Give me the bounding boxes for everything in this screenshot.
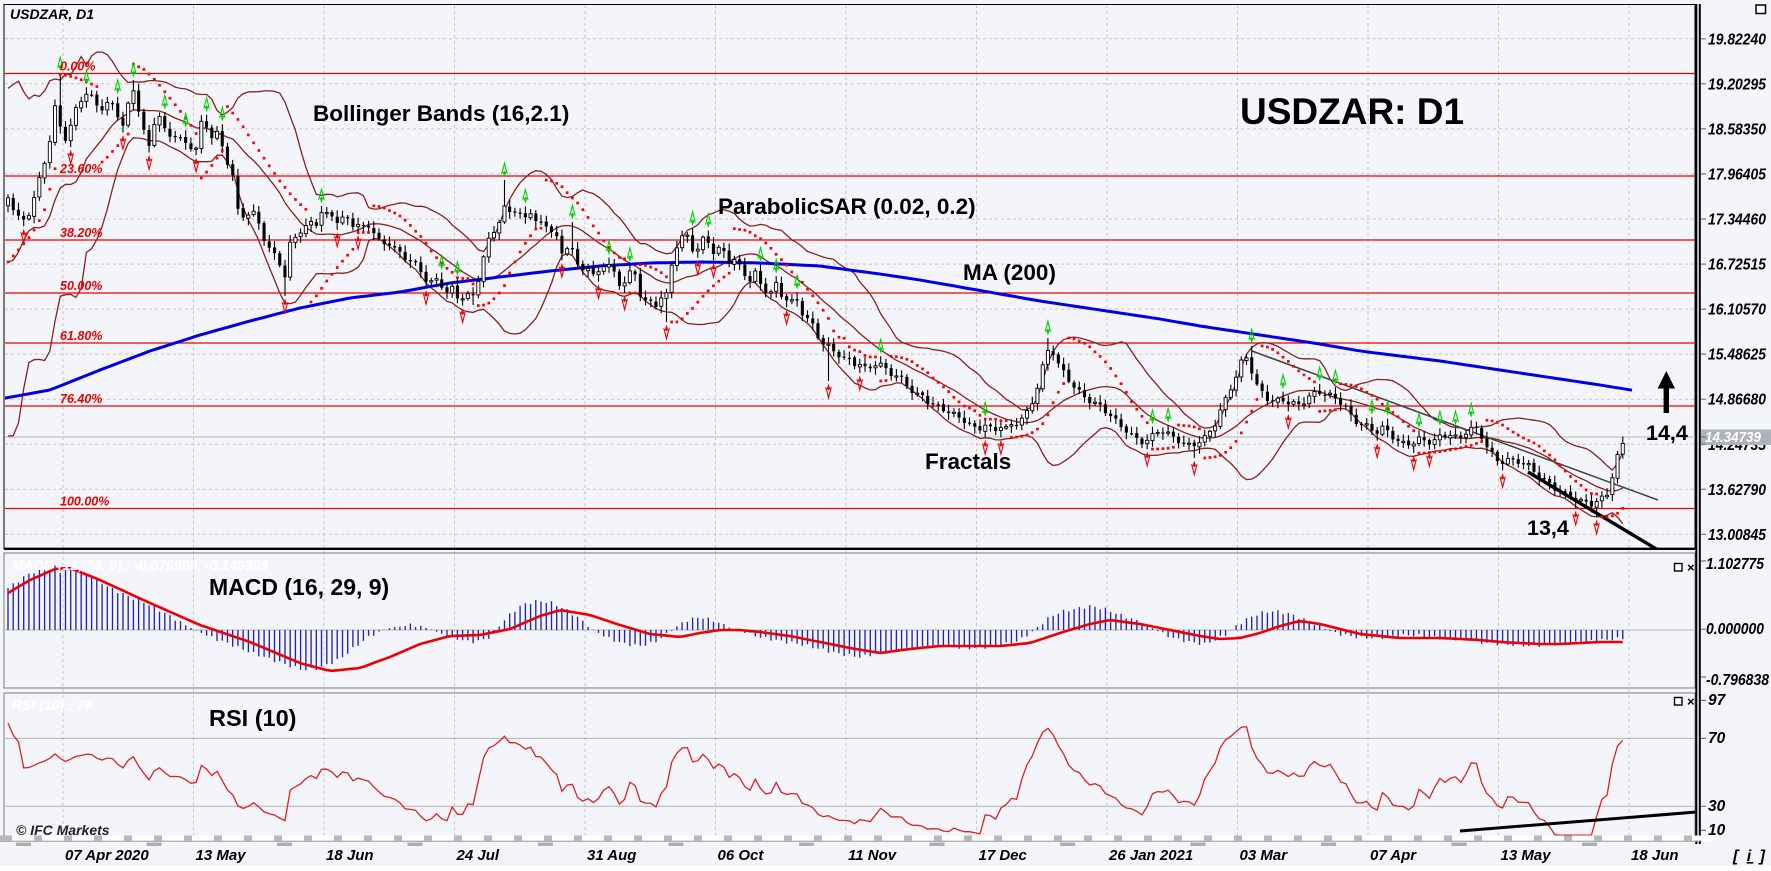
svg-text:16.10570: 16.10570	[1708, 302, 1766, 319]
svg-text:14.86680: 14.86680	[1708, 392, 1766, 409]
svg-text:×: ×	[1687, 694, 1695, 709]
svg-text:97: 97	[1708, 692, 1727, 709]
svg-text:MACD (16, 29, 9): MACD (16, 29, 9)	[209, 574, 389, 600]
svg-text:18 Jun: 18 Jun	[1631, 847, 1679, 864]
svg-text:ParabolicSAR (0.02, 0.2): ParabolicSAR (0.02, 0.2)	[718, 194, 976, 219]
svg-text:MA (200): MA (200)	[963, 260, 1056, 285]
svg-text:0.00%: 0.00%	[60, 60, 95, 74]
svg-text:14,4: 14,4	[1646, 421, 1688, 445]
svg-text:17 Dec: 17 Dec	[979, 847, 1028, 864]
svg-text:17.96405: 17.96405	[1708, 166, 1766, 183]
svg-text:03 Mar: 03 Mar	[1240, 847, 1289, 864]
svg-text:[ i ]: [ i ]	[1732, 848, 1767, 865]
svg-text:1.102775: 1.102775	[1706, 556, 1764, 573]
svg-text:18.58350: 18.58350	[1708, 121, 1766, 138]
svg-text:07 Apr: 07 Apr	[1370, 847, 1417, 864]
svg-text:RSI (10) : 76: RSI (10) : 76	[12, 697, 92, 713]
svg-text:06 Oct: 06 Oct	[718, 847, 765, 864]
svg-text:MACD (12, 26, 9) : -0.076998,: MACD (12, 26, 9) : -0.076998, -0.149809	[12, 557, 268, 573]
svg-text:17.34460: 17.34460	[1708, 212, 1766, 229]
svg-text:16.72515: 16.72515	[1708, 257, 1766, 274]
svg-text:50.00%: 50.00%	[60, 279, 102, 293]
svg-text:31 Aug: 31 Aug	[587, 847, 636, 864]
svg-text:0.000000: 0.000000	[1706, 621, 1764, 638]
svg-text:14.34739: 14.34739	[1705, 430, 1761, 446]
svg-text:38.20%: 38.20%	[60, 226, 102, 240]
svg-text:07 Apr 2020: 07 Apr 2020	[65, 847, 149, 864]
svg-text:23.60%: 23.60%	[59, 162, 102, 176]
svg-text:USDZAR: D1: USDZAR: D1	[1240, 91, 1464, 132]
svg-text:18 Jun: 18 Jun	[326, 847, 374, 864]
svg-text:13,4: 13,4	[1527, 516, 1569, 540]
svg-text:Bollinger Bands (16,2.1): Bollinger Bands (16,2.1)	[313, 101, 569, 126]
svg-text:100.00%: 100.00%	[60, 495, 109, 509]
svg-text:13.62790: 13.62790	[1708, 482, 1766, 499]
svg-text:15.48625: 15.48625	[1708, 347, 1766, 364]
svg-text:24 Jul: 24 Jul	[456, 847, 500, 864]
svg-text:Fractals: Fractals	[925, 449, 1011, 474]
svg-text:10: 10	[1708, 822, 1726, 839]
svg-text:61.80%: 61.80%	[60, 329, 102, 343]
svg-text:70: 70	[1708, 730, 1726, 747]
svg-text:×: ×	[1687, 560, 1695, 575]
svg-text:13 May: 13 May	[196, 847, 247, 864]
svg-text:13 May: 13 May	[1501, 847, 1552, 864]
svg-text:26 Jan 2021: 26 Jan 2021	[1108, 847, 1193, 864]
svg-text:13.00845: 13.00845	[1708, 527, 1766, 544]
svg-text:19.20295: 19.20295	[1708, 76, 1766, 93]
svg-text:RSI (10): RSI (10)	[209, 705, 297, 731]
svg-text:-0.796838: -0.796838	[1706, 672, 1769, 689]
svg-text:30: 30	[1708, 798, 1726, 815]
svg-text:19.82240: 19.82240	[1708, 31, 1766, 48]
svg-text:11 Nov: 11 Nov	[848, 847, 898, 864]
svg-text:76.40%: 76.40%	[60, 392, 102, 406]
svg-text:USDZAR, D1: USDZAR, D1	[10, 6, 94, 22]
svg-text:© IFC Markets: © IFC Markets	[16, 822, 110, 838]
